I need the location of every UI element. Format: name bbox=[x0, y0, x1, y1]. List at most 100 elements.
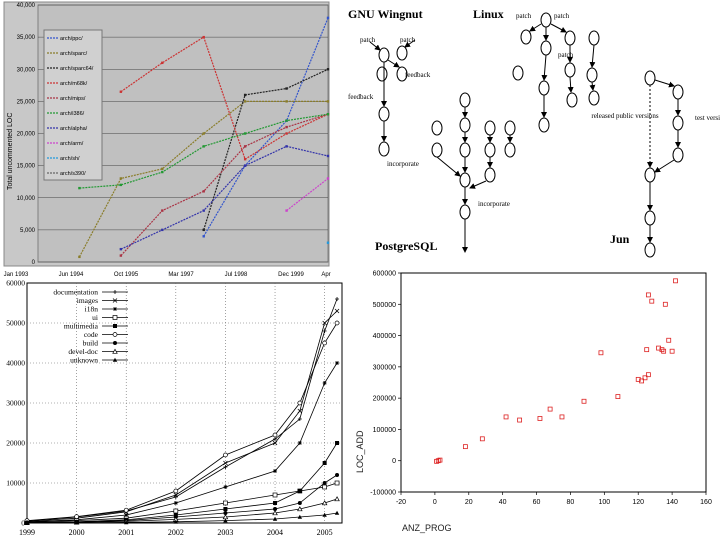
y-tick-label: 200000 bbox=[373, 396, 396, 403]
data-point bbox=[112, 298, 118, 303]
data-point bbox=[322, 481, 327, 485]
data-point bbox=[223, 518, 228, 523]
wingnut-edge bbox=[404, 39, 416, 48]
x-tick-label: Jun 1994 bbox=[59, 272, 84, 278]
data-point bbox=[326, 16, 330, 20]
wingnut-edge bbox=[387, 59, 400, 68]
incorporate-label: incorporate bbox=[478, 200, 510, 208]
category-loc-chart: 0 10000 20000 30000 40000 50000 60000 1999 2000… bbox=[0, 277, 345, 540]
linux-node bbox=[540, 40, 552, 56]
series-line-archarm bbox=[286, 178, 329, 212]
x-tick-label: 20 bbox=[465, 499, 473, 506]
legend: arch/ppc/arch/sparc/arch/sparc64/arch/m6… bbox=[43, 29, 103, 181]
data-point bbox=[322, 329, 327, 333]
x-tick-label: Oct 1995 bbox=[114, 272, 139, 278]
wingnut-node bbox=[378, 106, 390, 122]
data-point bbox=[272, 440, 278, 446]
data-point bbox=[161, 228, 164, 232]
scatter-chart-svg: -100000 0 100000 200000 300000 400000 500000 60… bbox=[355, 271, 712, 534]
data-point bbox=[322, 512, 327, 517]
data-point bbox=[285, 132, 288, 135]
data-point bbox=[326, 241, 330, 244]
legend-label: arch/sh/ bbox=[60, 156, 80, 162]
y-tick-label: 600000 bbox=[373, 271, 396, 278]
y-tick-label: 20,000 bbox=[17, 132, 36, 138]
data-point bbox=[223, 452, 228, 458]
data-point bbox=[243, 100, 247, 103]
legend-label: devel-doc bbox=[68, 347, 98, 356]
data-point bbox=[78, 186, 81, 190]
legend-label: build bbox=[83, 339, 99, 348]
data-point bbox=[322, 340, 327, 346]
legend-label: documentation bbox=[53, 288, 98, 297]
data-point bbox=[161, 167, 164, 171]
linux-edge bbox=[589, 44, 596, 68]
plot-frame bbox=[26, 282, 343, 524]
y-tick-labels: 0 5,000 10,000 15,000 20,000 25,000 30,000 35,0… bbox=[17, 3, 36, 266]
data-point bbox=[297, 441, 302, 445]
process-diagrams: GNU Wingnut Linux PostgreSQL Jun patch p… bbox=[340, 0, 720, 270]
data-point bbox=[113, 324, 117, 328]
legend-label: arch/mips/ bbox=[60, 96, 86, 102]
linux-node bbox=[588, 30, 600, 46]
data-point bbox=[112, 357, 118, 362]
y-tick-label: 40000 bbox=[6, 359, 25, 368]
data-point bbox=[243, 164, 247, 167]
jun-edge bbox=[654, 79, 675, 88]
x-tick-label: 2000 bbox=[69, 528, 85, 537]
legend-label: images bbox=[77, 296, 98, 305]
scatter-point bbox=[479, 436, 485, 442]
y-tick-label: 40,000 bbox=[17, 3, 36, 9]
series-line-archsparc64 bbox=[203, 68, 329, 231]
x-tick-label: Mar 1997 bbox=[168, 272, 194, 278]
scatter-point bbox=[462, 444, 468, 450]
x-tick-label: Dec 1999 bbox=[278, 272, 304, 278]
jun-node bbox=[644, 210, 656, 226]
series-line-archm68k bbox=[120, 36, 329, 161]
jun-node bbox=[672, 84, 684, 100]
x-tick-label: 2002 bbox=[168, 528, 184, 537]
scatter-point bbox=[644, 347, 650, 353]
scatter-point bbox=[635, 376, 641, 382]
data-point bbox=[202, 190, 205, 193]
arch-loc-chart-svg: Total uncommented LOC 0 5,000 10,000 15,000… bbox=[3, 1, 331, 278]
scatter-point bbox=[581, 398, 587, 404]
data-point bbox=[173, 508, 179, 514]
data-point bbox=[119, 247, 123, 251]
postgres-node bbox=[459, 117, 471, 133]
y-tick-label: 5,000 bbox=[20, 228, 36, 234]
linux-edge bbox=[529, 23, 542, 32]
data-point bbox=[297, 417, 302, 421]
data-point bbox=[124, 520, 129, 525]
linux-node bbox=[512, 65, 524, 81]
y-tick-label: 0 bbox=[32, 260, 36, 266]
scatter-point bbox=[437, 457, 443, 463]
legend-label: unknown bbox=[70, 356, 98, 365]
x-tick-label: 1999 bbox=[19, 528, 35, 537]
scatter-point bbox=[517, 417, 523, 423]
legend-label: ui bbox=[92, 313, 98, 322]
data-point bbox=[285, 125, 288, 129]
feedback-label: feedback bbox=[405, 71, 431, 79]
data-point bbox=[202, 209, 205, 212]
wingnut-node bbox=[378, 141, 390, 157]
data-point bbox=[297, 514, 303, 519]
legend-label: arch/sparc64/ bbox=[60, 66, 94, 72]
legend-label: multimedia bbox=[64, 322, 99, 331]
series-lines bbox=[78, 16, 330, 259]
data-point bbox=[285, 119, 288, 122]
data-point bbox=[285, 209, 288, 212]
postgres-node bbox=[431, 142, 443, 158]
linux-node bbox=[588, 90, 600, 106]
scatter-point bbox=[639, 378, 645, 384]
data-point bbox=[161, 61, 164, 65]
data-point bbox=[243, 158, 247, 161]
data-point bbox=[243, 145, 247, 148]
data-point bbox=[113, 341, 117, 345]
postgres-node bbox=[459, 142, 471, 158]
data-point bbox=[335, 297, 340, 301]
data-point bbox=[112, 348, 118, 354]
x-tick-label: 140 bbox=[666, 499, 678, 506]
data-point bbox=[113, 307, 117, 311]
scatter-point bbox=[503, 414, 509, 420]
